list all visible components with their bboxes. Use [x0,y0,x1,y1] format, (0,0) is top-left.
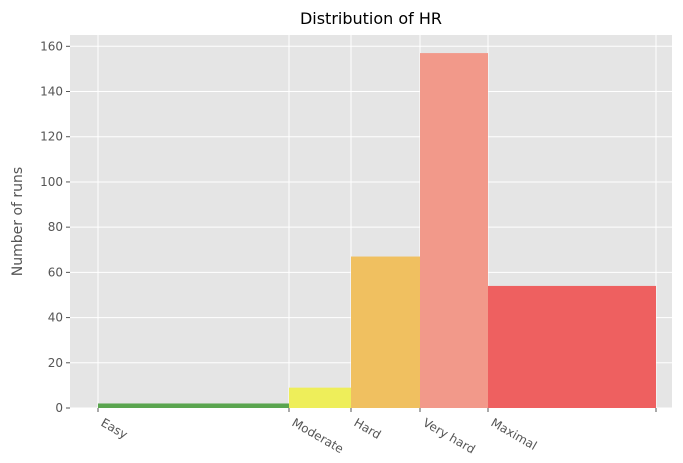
bar-hard [351,256,420,408]
x-tick-label: Hard [352,415,384,441]
y-tick-label: 100 [40,175,63,189]
x-tick-label: Very hard [421,415,478,456]
bar-easy [98,403,289,408]
y-tick-label: 120 [40,130,63,144]
y-axis-label: Number of runs [10,167,26,276]
x-tick-label: Maximal [489,415,540,452]
bars [98,53,656,409]
chart-title: Distribution of HR [300,9,442,28]
y-tick-label: 20 [48,356,63,370]
y-tick-label: 40 [48,311,63,325]
x-tick-label: Moderate [290,415,346,456]
y-tick-label: 80 [48,220,63,234]
x-tick-label: Easy [99,415,131,441]
y-ticks: 0 20 40 60 80 100 120 140 160 [40,39,70,415]
bar-very-hard [420,53,488,409]
y-tick-label: 160 [40,39,63,53]
bar-maximal [488,285,656,408]
bar-moderate [289,387,351,408]
y-tick-label: 0 [55,401,63,415]
y-tick-label: 140 [40,85,63,99]
y-tick-label: 60 [48,265,63,279]
x-ticks: Easy Moderate Hard Very hard Maximal [97,408,657,457]
